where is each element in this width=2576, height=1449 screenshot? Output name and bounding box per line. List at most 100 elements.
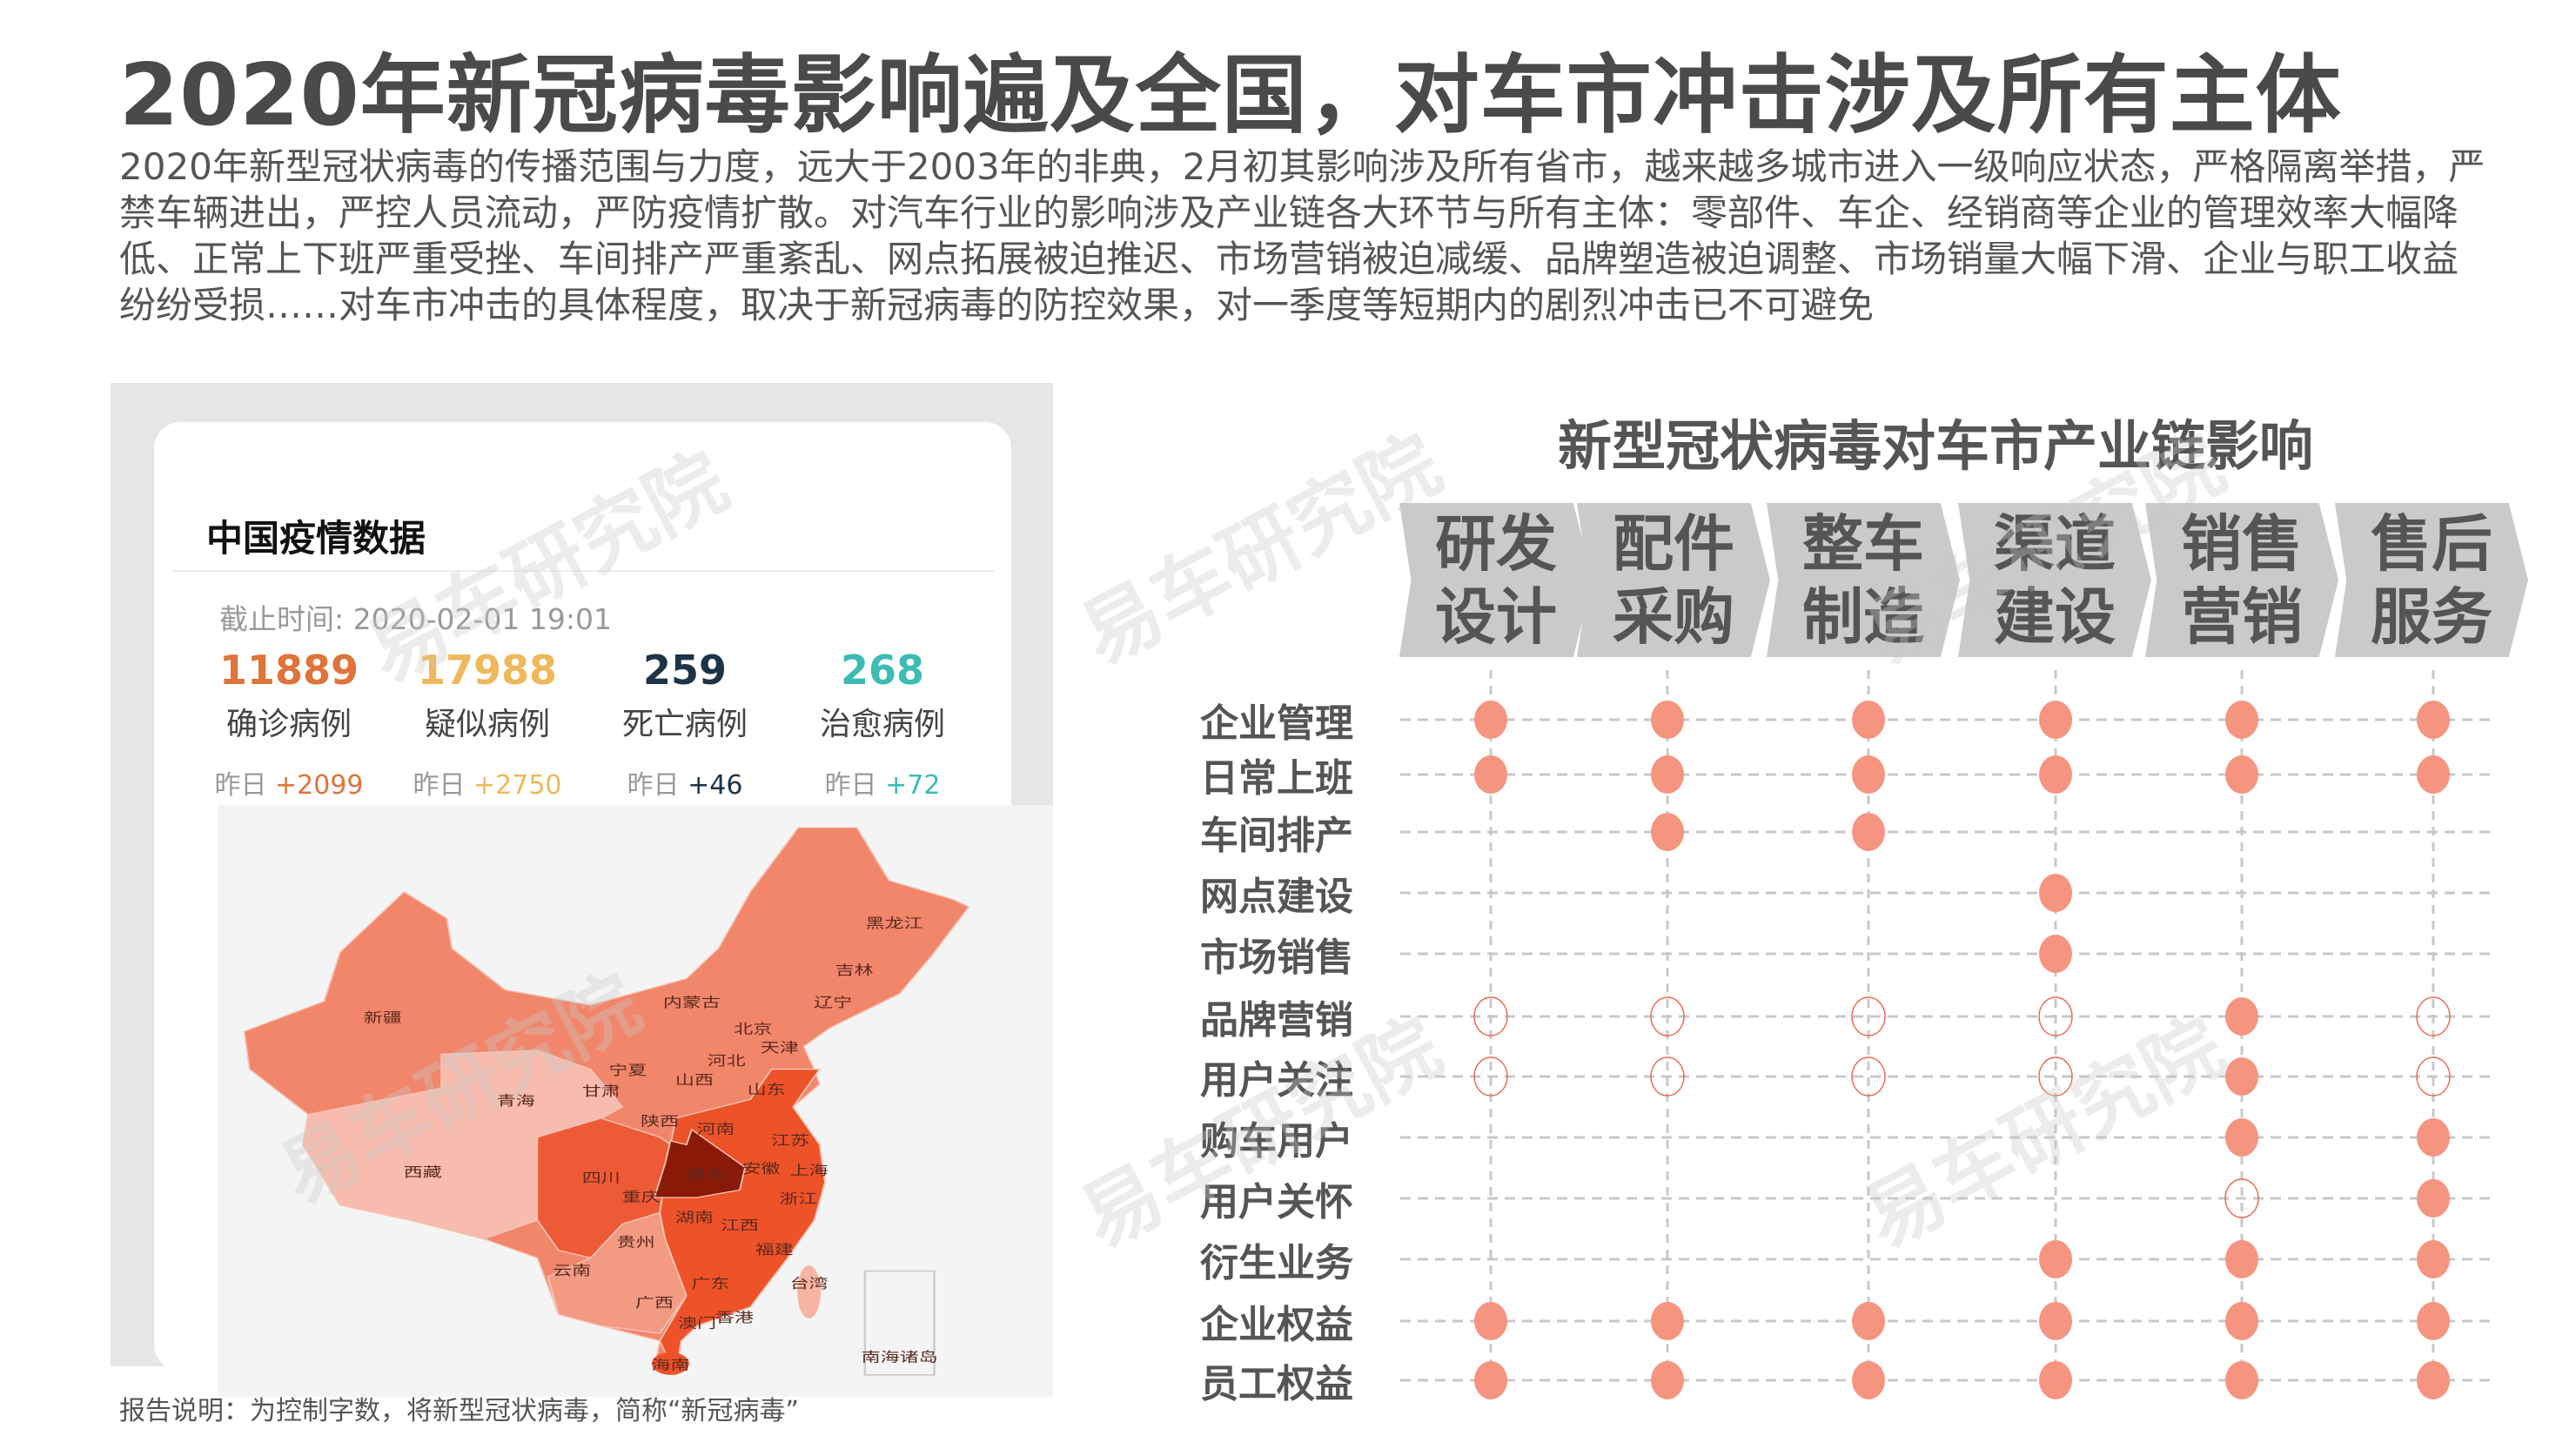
stat-label: 确诊病例 bbox=[225, 707, 352, 742]
stat-label: 死亡病例 bbox=[621, 707, 748, 742]
region-tibet-qinghai bbox=[302, 1050, 624, 1240]
stat-value: 11889 bbox=[218, 647, 359, 694]
map-label: 云南 bbox=[553, 1262, 591, 1278]
map-label: 台湾 bbox=[790, 1275, 828, 1291]
row-label: 衍生业务 bbox=[1200, 1241, 1353, 1285]
stat-1: 17988 疑似病例 昨日 +2750 bbox=[387, 647, 587, 802]
stage-label: 渠道 bbox=[1994, 507, 2116, 580]
map-label: 陕西 bbox=[641, 1113, 679, 1130]
impact-dot-filled bbox=[2417, 755, 2450, 794]
delta-value: +2099 bbox=[275, 770, 364, 801]
impact-dot-hollow bbox=[2224, 1178, 2259, 1218]
cutoff-time: 截止时间: 2020-02-01 19:01 bbox=[219, 602, 612, 636]
stat-delta: 昨日 +2750 bbox=[387, 763, 587, 802]
map-label: 澳门 bbox=[678, 1315, 716, 1332]
impact-dot-hollow bbox=[2416, 1057, 2451, 1097]
region-taiwan bbox=[797, 1265, 822, 1318]
map-label: 河北 bbox=[708, 1053, 746, 1070]
stat-3: 268 治愈病例 昨日 +72 bbox=[782, 647, 983, 802]
card-title: 中国疫情数据 bbox=[206, 517, 426, 560]
impact-dot-filled bbox=[1852, 1361, 1885, 1399]
impact-dot-filled bbox=[2039, 1302, 2072, 1340]
impact-dot-hollow bbox=[1473, 996, 1508, 1036]
stat-label: 疑似病例 bbox=[424, 707, 550, 742]
stat-value: 17988 bbox=[417, 647, 558, 694]
map-label: 湖南 bbox=[675, 1209, 714, 1225]
impact-dot-filled bbox=[2417, 1240, 2450, 1278]
impact-dot-filled bbox=[1651, 1361, 1684, 1399]
stage-3: 渠道 建设 bbox=[1958, 503, 2151, 657]
map-label: 河南 bbox=[696, 1121, 735, 1137]
map-label: 安徽 bbox=[741, 1160, 780, 1177]
stage-label: 营销 bbox=[2181, 580, 2303, 653]
divider bbox=[171, 570, 994, 572]
stat-label: 治愈病例 bbox=[819, 707, 945, 742]
map-label: 贵州 bbox=[617, 1234, 655, 1251]
footnote: 报告说明：为控制字数，将新型冠状病毒，简称“新冠病毒” bbox=[119, 1396, 800, 1426]
impact-dot-filled bbox=[1651, 1302, 1684, 1340]
map-label: 四川 bbox=[582, 1170, 621, 1186]
impact-dot-filled bbox=[1852, 701, 1885, 739]
delta-value: +46 bbox=[688, 770, 743, 801]
row-label: 市场销售 bbox=[1200, 936, 1353, 980]
stage-0: 研发 设计 bbox=[1399, 503, 1593, 657]
impact-dot-hollow bbox=[2416, 996, 2451, 1036]
impact-dot-filled bbox=[2417, 1302, 2450, 1340]
row-label: 用户关注 bbox=[1200, 1058, 1353, 1103]
china-map: 新疆 西藏 青海 甘肃 宁夏 内蒙古 黑龙江 吉林 辽宁 北京 天津 河北 山西 山东 陕西 河南 江苏 四川 湖北… bbox=[218, 805, 1053, 1397]
map-label: 重庆 bbox=[622, 1189, 661, 1205]
map-label: 浙江 bbox=[779, 1191, 817, 1207]
impact-dot-hollow bbox=[1650, 1057, 1685, 1097]
impact-dot-filled bbox=[2225, 1361, 2258, 1399]
delta-value: +72 bbox=[885, 770, 941, 801]
impact-dot-filled bbox=[2225, 701, 2258, 739]
impact-dot-filled bbox=[1852, 755, 1885, 794]
map-label: 上海 bbox=[790, 1162, 828, 1178]
impact-dot-filled bbox=[2039, 1240, 2072, 1278]
map-label: 青海 bbox=[497, 1092, 535, 1109]
map-label: 天津 bbox=[761, 1039, 799, 1056]
stat-delta: 昨日 +2099 bbox=[189, 763, 389, 802]
stage-label: 建设 bbox=[1994, 580, 2116, 653]
impact-dot-filled bbox=[2225, 1057, 2258, 1096]
intro-paragraph: 2020年新型冠状病毒的传播范围与力度，远大于2003年的非典，2月初其影响涉及… bbox=[119, 145, 2485, 326]
delta-prefix: 昨日 bbox=[214, 770, 267, 801]
impact-dot-filled bbox=[1474, 701, 1507, 739]
stat-0: 11889 确诊病例 昨日 +2099 bbox=[189, 647, 389, 802]
impact-dot-filled bbox=[2225, 1118, 2258, 1157]
row-label: 企业管理 bbox=[1200, 701, 1353, 746]
region-sichuan bbox=[536, 1117, 672, 1259]
map-label: 西藏 bbox=[404, 1164, 442, 1180]
stage-label: 服务 bbox=[2371, 580, 2492, 653]
stat-delta: 昨日 +46 bbox=[585, 763, 785, 802]
map-label: 内蒙古 bbox=[663, 994, 721, 1010]
row-label: 日常上班 bbox=[1200, 756, 1353, 801]
map-label: 甘肃 bbox=[582, 1083, 621, 1099]
stat-delta: 昨日 +72 bbox=[782, 763, 983, 802]
impact-dot-hollow bbox=[1851, 1057, 1886, 1097]
epidemic-screenshot: 中国疫情数据 截止时间: 2020-02-01 19:01 11889 确诊病例… bbox=[111, 383, 1053, 1397]
delta-prefix: 昨日 bbox=[824, 770, 877, 801]
row-label: 购车用户 bbox=[1200, 1119, 1353, 1164]
impact-dot-hollow bbox=[2038, 996, 2073, 1036]
row-label: 网点建设 bbox=[1200, 875, 1353, 919]
impact-dot-filled bbox=[1651, 755, 1684, 794]
row-label: 企业权益 bbox=[1200, 1303, 1353, 1347]
impact-dot-filled bbox=[2225, 997, 2258, 1036]
epidemic-card: 中国疫情数据 截止时间: 2020-02-01 19:01 11889 确诊病例… bbox=[154, 422, 1053, 1397]
page-title: 2020年新冠病毒影响遍及全国，对车市冲击涉及所有主体 bbox=[119, 46, 2342, 145]
map-label: 江西 bbox=[721, 1217, 759, 1233]
stage-label: 研发 bbox=[1435, 507, 1557, 580]
impact-dot-filled bbox=[2039, 935, 2072, 973]
map-label: 黑龙江 bbox=[866, 915, 923, 931]
impact-dot-filled bbox=[1474, 1361, 1507, 1399]
stage-label: 销售 bbox=[2181, 507, 2303, 580]
stat-2: 259 死亡病例 昨日 +46 bbox=[585, 647, 785, 802]
stage-label: 售后 bbox=[2371, 507, 2492, 580]
impact-dot-filled bbox=[2417, 1118, 2450, 1157]
impact-dot-filled bbox=[1474, 1302, 1507, 1340]
region-hainan bbox=[651, 1352, 689, 1375]
impact-dot-filled bbox=[1852, 1302, 1885, 1340]
map-label: 吉林 bbox=[835, 962, 874, 978]
